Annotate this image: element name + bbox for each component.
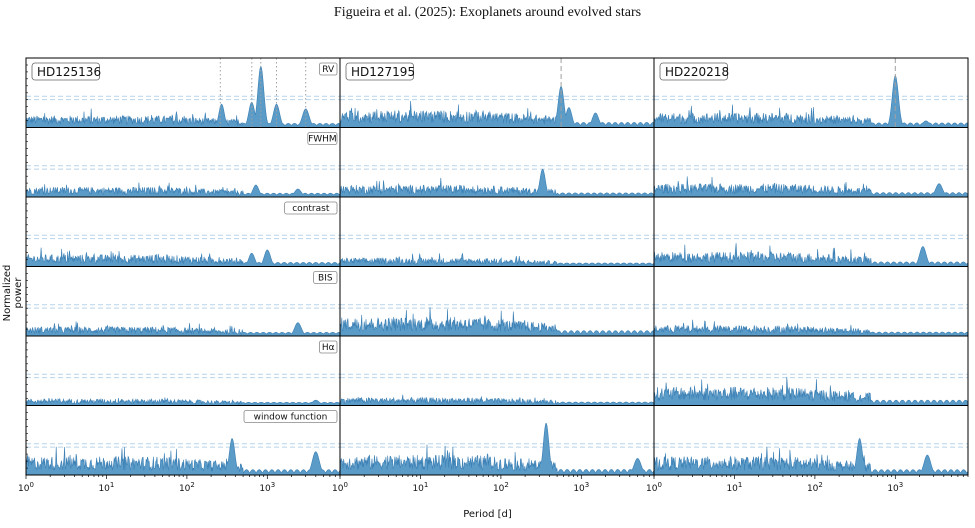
row-label-box (318, 340, 338, 354)
star-label: HD220218 (665, 65, 729, 79)
panel-frame (339, 127, 655, 198)
panel-frame (25, 335, 341, 406)
row-label: FWHM (308, 135, 337, 145)
row-label: contrast (292, 204, 330, 214)
periodogram-HD220218-row-5 (653, 438, 969, 476)
periodogram-HD127195-row-2 (339, 252, 655, 267)
periodogram-HD125136-row-0 (25, 65, 341, 128)
panel-frame (25, 127, 341, 198)
periodogram-HD127195-row-1 (339, 168, 655, 198)
x-tick-label: 103 (887, 481, 903, 494)
figure-title: Figueira et al. (2025): Exoplanets aroun… (333, 5, 642, 20)
periodogram-HD125136-row-5 (25, 438, 341, 476)
x-tick-label: 102 (807, 481, 823, 494)
periodogram-HD125136-row-3 (25, 321, 341, 337)
row-label-box (313, 271, 338, 284)
x-tick-label: 102 (179, 481, 195, 494)
panel-frame (339, 335, 655, 406)
x-tick-label: 100 (332, 481, 348, 494)
x-tick-label: 103 (573, 481, 589, 494)
row-label-box (243, 410, 338, 423)
periodogram-HD125136-row-1 (25, 182, 341, 198)
x-axis-label: Period [d] (463, 509, 512, 520)
row-label-box (284, 201, 338, 215)
periodogram-HD220218-row-0 (653, 75, 969, 128)
periodogram-HD125136-row-4 (25, 397, 341, 406)
periodogram-HD220218-row-1 (653, 176, 969, 198)
star-label-box (659, 62, 728, 81)
row-label: Hα (322, 343, 335, 353)
x-tick-label: 101 (98, 481, 114, 494)
panel-frame (653, 266, 969, 337)
star-label: HD125136 (37, 65, 101, 79)
periodogram-HD220218-row-3 (653, 319, 969, 337)
row-label-box (307, 132, 338, 145)
star-label: HD127195 (351, 65, 415, 79)
periodogram-HD127195-row-5 (339, 422, 655, 476)
row-label: window function (254, 413, 328, 423)
x-tick-label: 100 (646, 481, 662, 494)
star-label-box (345, 62, 414, 81)
panel-frame (339, 196, 655, 267)
periodogram-HD125136-row-2 (25, 247, 341, 267)
panel-frame (25, 266, 341, 337)
periodogram-HD127195-row-3 (339, 307, 655, 337)
periodogram-HD220218-row-4 (653, 376, 969, 406)
row-label: BIS (318, 274, 333, 284)
x-tick-label: 101 (726, 481, 742, 494)
x-tick-label: 100 (18, 481, 34, 494)
row-label: RV (322, 65, 335, 75)
x-tick-label: 102 (493, 481, 509, 494)
periodogram-HD127195-row-4 (339, 394, 655, 406)
periodogram-HD127195-row-0 (339, 85, 655, 128)
star-label-box (31, 62, 100, 81)
x-tick-label: 101 (412, 481, 428, 494)
x-tick-label: 103 (259, 481, 275, 494)
row-label-box (318, 62, 338, 76)
periodogram-HD220218-row-2 (653, 243, 969, 267)
